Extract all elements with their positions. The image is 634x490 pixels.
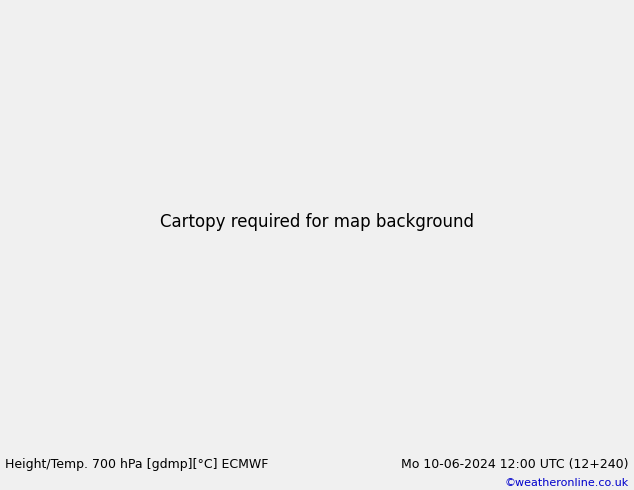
Text: Cartopy required for map background: Cartopy required for map background — [160, 214, 474, 231]
Text: ©weatheronline.co.uk: ©weatheronline.co.uk — [505, 478, 629, 488]
Text: Height/Temp. 700 hPa [gdmp][°C] ECMWF: Height/Temp. 700 hPa [gdmp][°C] ECMWF — [5, 458, 268, 470]
Text: Mo 10-06-2024 12:00 UTC (12+240): Mo 10-06-2024 12:00 UTC (12+240) — [401, 458, 629, 470]
